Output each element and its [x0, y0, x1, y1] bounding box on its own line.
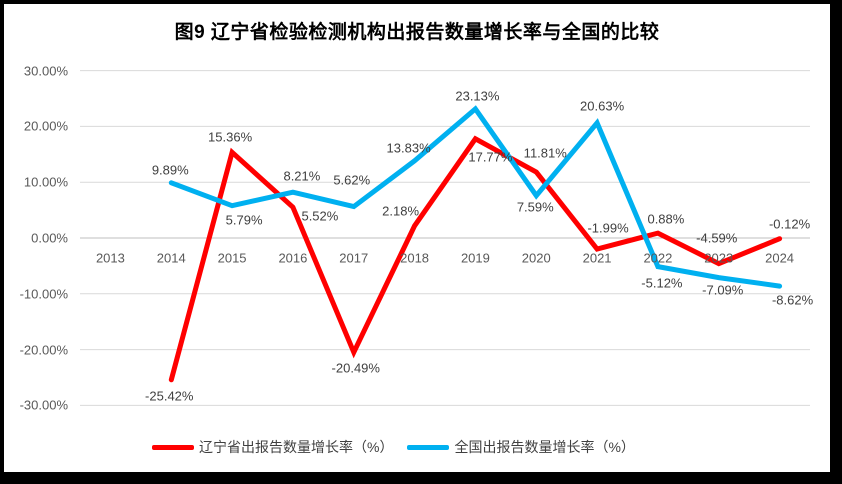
liaoning-data-label: 5.52%: [301, 208, 339, 224]
y-axis-tick-label: -20.00%: [19, 342, 68, 358]
x-axis-tick-label: 2016: [278, 250, 308, 266]
x-axis-tick-label: 2023: [704, 250, 734, 266]
national-data-label: -7.09%: [702, 282, 744, 298]
legend-item-liaoning: 辽宁省出报告数量增长率（%）: [152, 437, 393, 457]
national-series-line: [168, 105, 783, 289]
x-axis-tick-label: 2024: [765, 250, 795, 266]
liaoning-data-label: -1.99%: [587, 220, 629, 236]
national-data-label: -5.12%: [641, 275, 683, 291]
liaoning-data-label: 15.36%: [208, 129, 253, 145]
liaoning-data-label: -4.59%: [696, 230, 738, 246]
plot-area: [80, 70, 810, 406]
liaoning-data-label: 0.88%: [647, 211, 685, 227]
x-axis-tick-label: 2021: [582, 250, 612, 266]
national-data-label: 20.63%: [580, 98, 625, 114]
liaoning-data-label: -20.49%: [331, 360, 380, 376]
liaoning-data-label: 2.18%: [382, 203, 420, 219]
liaoning-data-label: 17.77%: [468, 149, 513, 165]
y-axis-tick-label: -30.00%: [19, 397, 68, 413]
x-axis-tick-label: 2019: [460, 250, 490, 266]
liaoning-data-label: -0.12%: [768, 216, 811, 232]
x-axis-tick-label: 2014: [156, 250, 186, 266]
x-axis-tick-label: 2020: [521, 250, 551, 266]
y-axis-tick-label: 10.00%: [23, 174, 68, 190]
legend: 辽宁省出报告数量增长率（%） 全国出报告数量增长率（%）: [152, 436, 635, 458]
national-data-label: 5.62%: [333, 172, 371, 188]
x-axis-tick-label: 2022: [643, 250, 673, 266]
liaoning-data-label: 11.81%: [523, 145, 567, 161]
y-axis-tick-label: 20.00%: [23, 118, 68, 134]
national-data-label: 5.79%: [225, 212, 263, 228]
liaoning-line-swatch-icon: [152, 444, 194, 450]
national-data-label: -8.62%: [771, 292, 814, 308]
y-axis-tick-label: 30.00%: [23, 63, 68, 79]
x-axis-tick-label: 2013: [95, 250, 125, 266]
national-data-label: 13.83%: [386, 140, 431, 156]
national-line-swatch-icon: [407, 444, 450, 450]
y-axis-tick-label: 0.00%: [31, 230, 68, 246]
legend-label-liaoning: 辽宁省出报告数量增长率（%）: [199, 439, 394, 455]
liaoning-data-label: -25.42%: [145, 388, 194, 404]
national-data-label: 7.59%: [516, 199, 554, 215]
legend-label-national: 全国出报告数量增长率（%）: [454, 439, 635, 455]
national-data-label: 23.13%: [455, 88, 500, 104]
y-axis-tick-label: -10.00%: [19, 286, 68, 302]
x-axis-tick-label: 2017: [339, 250, 369, 266]
national-data-label: 8.21%: [283, 168, 321, 184]
liaoning-series-line: [168, 135, 783, 383]
chart-title: 图9 辽宁省检验检测机构出报告数量增长率与全国的比较: [174, 22, 660, 43]
national-data-label: 9.89%: [151, 162, 189, 178]
x-axis-tick-label: 2015: [217, 250, 247, 266]
x-axis-tick-label: 2018: [400, 250, 430, 266]
legend-item-national: 全国出报告数量增长率（%）: [407, 437, 635, 457]
